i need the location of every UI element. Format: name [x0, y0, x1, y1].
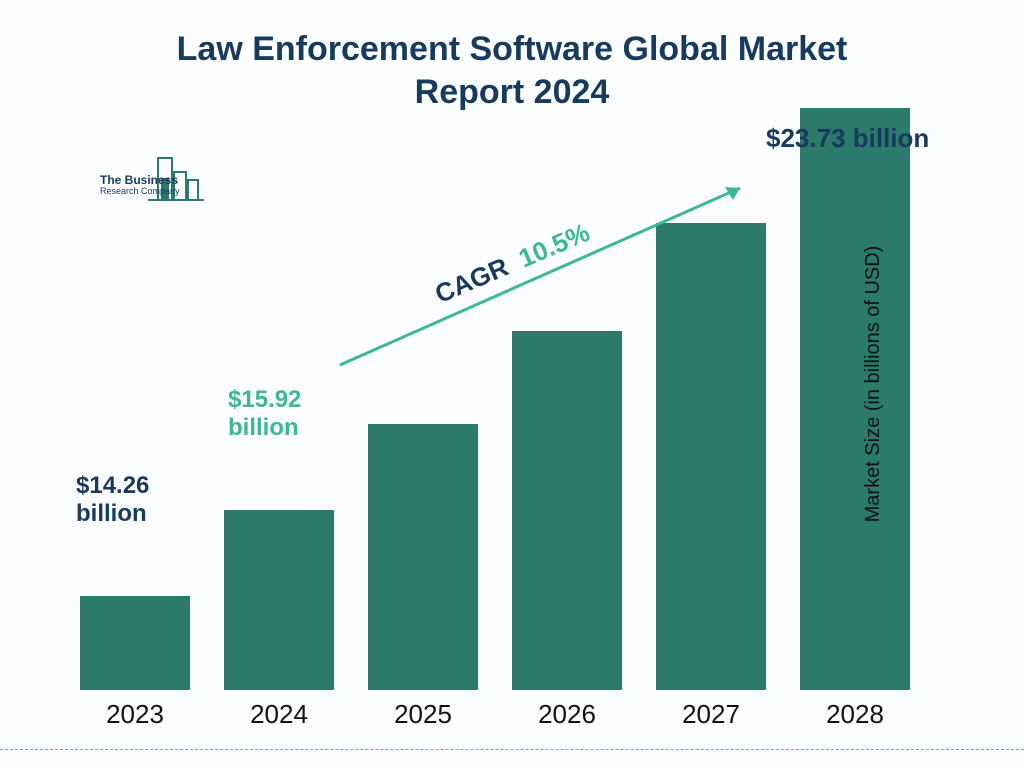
x-label-2028: 2028 [795, 699, 915, 730]
x-label-2023: 2023 [75, 699, 195, 730]
x-label-2027: 2027 [651, 699, 771, 730]
title-line-2: Report 2024 [415, 73, 610, 111]
value-label-2023: $14.26 billion [76, 472, 149, 527]
x-label-2025: 2025 [363, 699, 483, 730]
x-label-2024: 2024 [219, 699, 339, 730]
y-axis-label: Market Size (in billions of USD) [862, 246, 885, 523]
bar-2023 [80, 596, 190, 690]
bar-2024 [224, 510, 334, 690]
title-line-1: Law Enforcement Software Global Market [177, 30, 848, 68]
value-label-2024: $15.92 billion [228, 386, 301, 441]
chart-title: Law Enforcement Software Global Market R… [0, 28, 1024, 113]
bar-2028 [800, 108, 910, 690]
value-label-2028: $23.73 billion [766, 124, 929, 154]
bottom-divider [0, 749, 1024, 750]
bar-2025 [368, 424, 478, 690]
x-label-2026: 2026 [507, 699, 627, 730]
bar-2026 [512, 331, 622, 690]
trend-arrow-icon [330, 170, 760, 380]
